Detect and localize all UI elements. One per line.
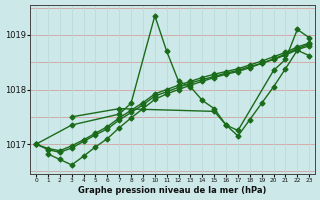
X-axis label: Graphe pression niveau de la mer (hPa): Graphe pression niveau de la mer (hPa) [78, 186, 267, 195]
